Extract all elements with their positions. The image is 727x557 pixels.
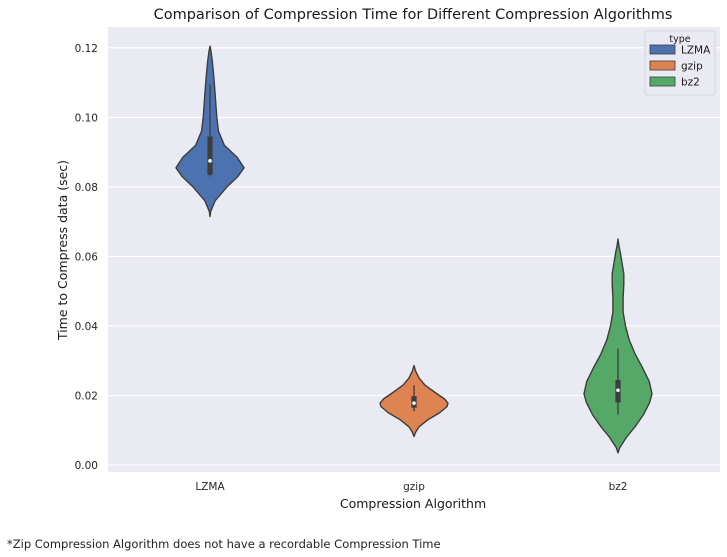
legend-swatch: [649, 44, 676, 55]
median-dot: [208, 159, 212, 163]
iqr-box: [207, 136, 213, 175]
legend-swatch: [649, 60, 676, 71]
legend-items: LZMA gzip bz2: [649, 44, 711, 89]
x-axis-ticks: LZMA gzip bz2: [195, 481, 627, 493]
legend-label: gzip: [681, 61, 703, 73]
median-dot: [412, 401, 416, 405]
x-tick-label: LZMA: [195, 481, 225, 493]
violins: [175, 45, 653, 454]
legend: type LZMA gzip bz2: [644, 30, 716, 96]
y-axis-label: Time to Compress data (sec): [55, 160, 70, 341]
legend-swatch: [649, 76, 676, 87]
legend-label: bz2: [681, 77, 700, 89]
legend-label: LZMA: [681, 45, 711, 57]
legend-title: type: [669, 34, 690, 45]
y-axis-ticks: 0.00 0.02 0.04 0.06 0.08 0.10 0.12: [75, 43, 99, 472]
median-dot: [616, 388, 620, 393]
y-tick-label: 0.12: [75, 43, 98, 55]
y-tick-label: 0.06: [75, 251, 99, 263]
x-axis-label: Compression Algorithm: [340, 496, 486, 511]
footnote: *Zip Compression Algorithm does not have…: [7, 537, 441, 551]
x-tick-label: bz2: [609, 481, 628, 493]
y-tick-label: 0.08: [75, 182, 98, 194]
x-tick-label: gzip: [403, 481, 425, 493]
y-tick-label: 0.00: [75, 460, 98, 472]
chart-title: Comparison of Compression Time for Diffe…: [154, 7, 673, 23]
violin-bz2: [583, 238, 653, 454]
y-tick-label: 0.04: [75, 321, 99, 333]
y-tick-label: 0.10: [75, 112, 98, 124]
y-tick-label: 0.02: [75, 391, 98, 403]
